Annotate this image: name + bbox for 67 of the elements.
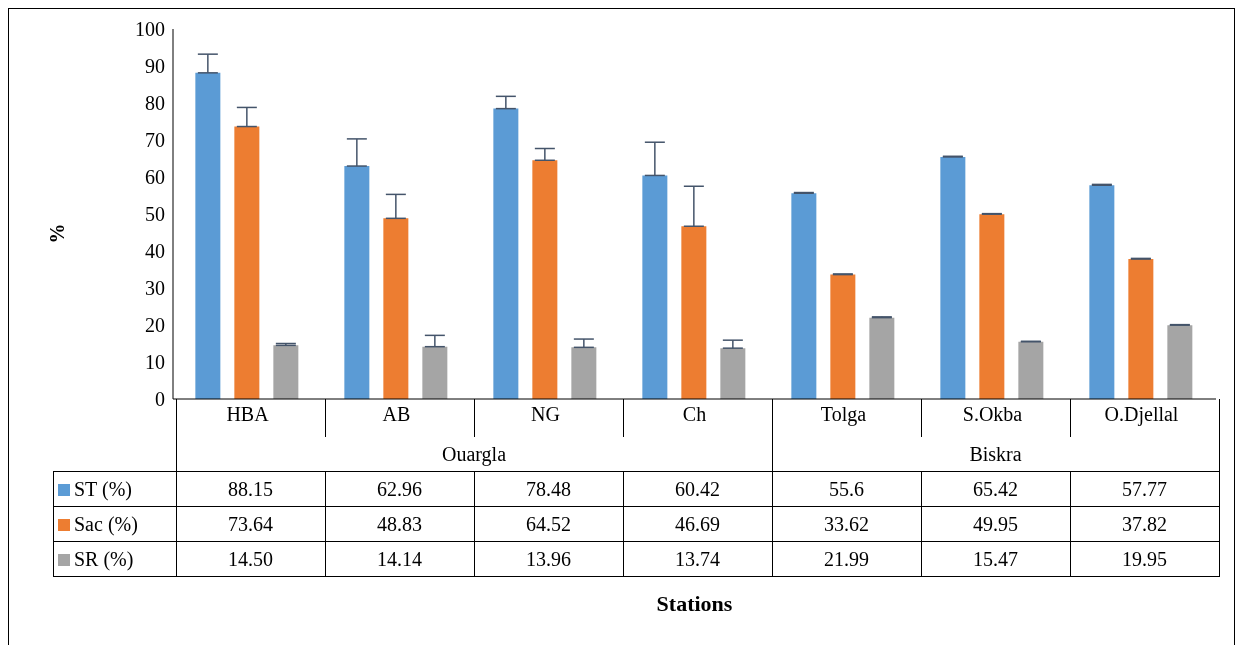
data-label: 48.83 xyxy=(325,506,474,542)
bar xyxy=(383,218,409,399)
y-tick-label: 60 xyxy=(145,166,165,189)
data-label: 78.48 xyxy=(474,471,623,507)
data-label: 13.74 xyxy=(623,541,772,577)
bar xyxy=(1089,185,1115,399)
y-tick-label: 20 xyxy=(145,314,165,337)
y-tick-label: 10 xyxy=(145,351,165,374)
y-tick-label: 0 xyxy=(155,388,165,411)
x-tick-label: AB xyxy=(382,403,411,426)
bar xyxy=(571,347,597,399)
bar xyxy=(273,345,299,399)
data-label: 57.77 xyxy=(1070,471,1219,507)
bar xyxy=(791,193,817,399)
bar xyxy=(869,317,895,399)
data-label: 14.50 xyxy=(176,541,325,577)
bar xyxy=(344,166,370,399)
x-tick-label: Tolga xyxy=(820,403,867,427)
text: Stations xyxy=(655,591,734,617)
bar xyxy=(830,274,856,399)
text: Ouargla xyxy=(176,437,772,472)
y-tick-label: 40 xyxy=(145,240,165,263)
y-tick-label: 90 xyxy=(145,55,165,78)
bar xyxy=(422,346,448,399)
x-tick-label: HBA xyxy=(226,403,270,426)
y-axis-title: % xyxy=(45,223,69,244)
bar xyxy=(1128,259,1154,399)
bar xyxy=(493,108,519,399)
bar xyxy=(195,72,221,399)
bar xyxy=(642,175,668,399)
x-tick-label: O.Djellal xyxy=(1104,403,1179,427)
bar xyxy=(1018,341,1044,399)
data-label: 14.14 xyxy=(325,541,474,577)
data-label: 13.96 xyxy=(474,541,623,577)
data-label: 21.99 xyxy=(772,541,921,577)
bar xyxy=(720,348,746,399)
data-label: 73.64 xyxy=(176,506,325,542)
x-tick-label: Ch xyxy=(682,403,707,426)
data-label: 64.52 xyxy=(474,506,623,542)
data-label: 65.42 xyxy=(921,471,1070,507)
legend-label: ST (%) xyxy=(53,471,176,507)
data-label: 15.47 xyxy=(921,541,1070,577)
bar xyxy=(1167,325,1193,399)
x-tick-label: NG xyxy=(531,403,560,426)
y-tick-label: 70 xyxy=(145,129,165,152)
data-label: 37.82 xyxy=(1070,506,1219,542)
data-label: 46.69 xyxy=(623,506,772,542)
x-tick-label: S.Okba xyxy=(962,403,1023,426)
bar xyxy=(234,126,260,399)
text: Biskra xyxy=(772,437,1219,472)
y-tick-label: 100 xyxy=(135,18,165,41)
data-label: 88.15 xyxy=(176,471,325,507)
data-label: 19.95 xyxy=(1070,541,1219,577)
y-tick-label: 80 xyxy=(145,92,165,115)
bar xyxy=(979,214,1005,399)
data-label: 49.95 xyxy=(921,506,1070,542)
data-label: 62.96 xyxy=(325,471,474,507)
bar xyxy=(681,226,707,399)
data-label: 60.42 xyxy=(623,471,772,507)
y-tick-label: 30 xyxy=(145,277,165,300)
bar xyxy=(940,156,966,399)
y-tick-label: 50 xyxy=(145,203,165,226)
legend-label: SR (%) xyxy=(53,541,176,577)
legend-label: Sac (%) xyxy=(53,506,176,542)
data-label: 55.6 xyxy=(772,471,921,507)
bar xyxy=(532,160,558,399)
data-label: 33.62 xyxy=(772,506,921,542)
